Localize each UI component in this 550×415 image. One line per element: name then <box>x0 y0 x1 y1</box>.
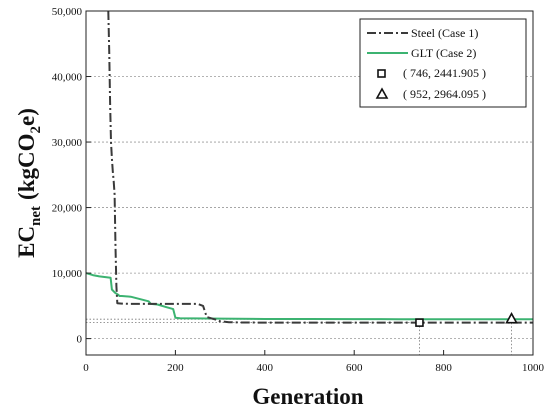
legend-triangle-label: ( 952, 2964.095 ) <box>403 87 486 101</box>
point-markers <box>415 312 518 327</box>
x-tick-label: 200 <box>167 362 184 374</box>
legend: Steel (Case 1) GLT (Case 2) ( 746, 2441.… <box>359 18 527 108</box>
plot-frame <box>85 10 534 356</box>
y-title-subscript: net <box>28 206 44 226</box>
triangle-point-marker <box>505 312 518 324</box>
legend-glt-label: GLT (Case 2) <box>411 46 476 60</box>
legend-steel-label: Steel (Case 1) <box>411 26 478 40</box>
x-tick-label: 800 <box>435 362 452 374</box>
x-tick-label: 400 <box>257 362 274 374</box>
legend-square-marker-icon <box>377 69 386 78</box>
y-tick-label: 0 <box>77 334 83 346</box>
y-title-unit-close: e) <box>14 108 39 126</box>
y-title-unit-open: (kgCO <box>14 133 39 199</box>
square-point-marker <box>415 318 424 327</box>
x-tick-label: 1000 <box>522 362 545 374</box>
y-tick-label: 20,000 <box>52 203 83 215</box>
y-tick-label: 50,000 <box>52 6 83 18</box>
glt-series-line <box>85 272 533 321</box>
reference-lines <box>86 318 512 355</box>
y-axis-title: ECnet (kgCO2e) <box>14 108 44 258</box>
x-axis-title: Generation <box>252 384 363 409</box>
legend-square-label: ( 746, 2441.905 ) <box>403 66 486 80</box>
y-tick-label: 10,000 <box>52 268 83 280</box>
y-tick-label: 40,000 <box>52 72 83 84</box>
x-tick-label: 600 <box>346 362 363 374</box>
y-title-unit-subscript: 2 <box>28 126 44 134</box>
series-lines <box>85 10 533 324</box>
y-tick-label: 30,000 <box>52 137 83 149</box>
grid-lines <box>86 76 533 340</box>
y-title-main: EC <box>14 226 39 258</box>
axis-ticks: 0 10,000 20,000 30,000 40,000 50,000 0 200 400 60… <box>52 6 545 374</box>
steel-series-line <box>107 10 533 324</box>
x-tick-label: 0 <box>83 362 89 374</box>
legend-triangle-marker-icon <box>375 87 389 99</box>
